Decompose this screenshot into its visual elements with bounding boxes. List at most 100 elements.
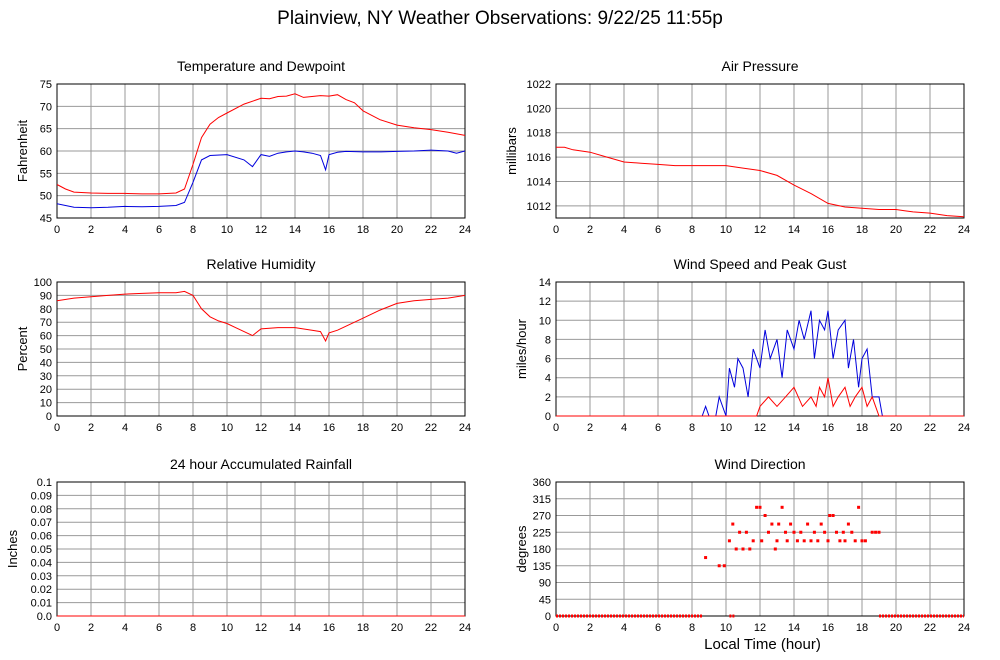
y-tick-label: 10 <box>539 315 551 327</box>
y-tick-label: 75 <box>40 79 52 91</box>
x-tick-label: 24 <box>958 224 970 236</box>
x-tick-label: 2 <box>587 622 593 634</box>
y-tick-label: 2 <box>545 392 551 404</box>
x-tick-label: 0 <box>54 422 60 434</box>
x-tick-label: 12 <box>754 622 766 634</box>
x-tick-label: 8 <box>689 622 695 634</box>
wind_direction-point <box>795 539 799 543</box>
wind_direction-point <box>727 539 731 543</box>
x-tick-label: 10 <box>720 622 732 634</box>
y-tick-label: 100 <box>34 277 52 289</box>
y-tick-label: 270 <box>533 511 551 523</box>
x-tick-label: 14 <box>289 622 301 634</box>
x-tick-label: 24 <box>459 224 471 236</box>
x-tick-label: 4 <box>621 224 627 236</box>
y-tick-label: 225 <box>533 527 551 539</box>
y-tick-label: 6 <box>545 354 551 366</box>
x-axis-title: Local Time (hour) <box>704 636 821 653</box>
wind_direction-point <box>758 505 762 509</box>
y-tick-label: 1014 <box>527 176 551 188</box>
pressure-frame <box>555 83 965 219</box>
x-tick-label: 18 <box>357 422 369 434</box>
x-tick-label: 16 <box>323 224 335 236</box>
wind_direction-point <box>731 522 735 526</box>
y-tick-label: 14 <box>539 277 551 289</box>
x-tick-label: 4 <box>621 622 627 634</box>
x-tick-label: 6 <box>156 622 162 634</box>
y-tick-label: 12 <box>539 296 551 308</box>
x-tick-label: 16 <box>822 422 834 434</box>
wind_direction-point <box>741 547 745 551</box>
x-tick-label: 0 <box>54 622 60 634</box>
wind_direction-point <box>846 522 850 526</box>
x-tick-label: 0 <box>54 224 60 236</box>
x-tick-label: 6 <box>156 422 162 434</box>
wind_direction-point <box>860 539 864 543</box>
wind_direction-point <box>826 539 830 543</box>
x-tick-label: 18 <box>856 622 868 634</box>
x-tick-label: 24 <box>459 422 471 434</box>
wind_direction-point <box>722 564 726 568</box>
x-tick-label: 2 <box>88 224 94 236</box>
y-tick-label: 1016 <box>527 152 551 164</box>
y-tick-label: 0.09 <box>31 490 52 502</box>
wind_direction-point <box>744 530 748 534</box>
y-tick-label: 65 <box>40 124 52 136</box>
y-tick-label: 60 <box>40 331 52 343</box>
x-tick-label: 14 <box>788 622 800 634</box>
x-tick-label: 24 <box>459 622 471 634</box>
wind_direction-point <box>838 539 842 543</box>
wind_direction-point <box>717 564 721 568</box>
wind_direction-point <box>835 530 838 534</box>
x-tick-label: 18 <box>856 224 868 236</box>
y-tick-label: 1018 <box>527 128 551 140</box>
y-tick-label: 0 <box>545 411 551 423</box>
y-tick-label: 1012 <box>527 201 551 213</box>
wind_direction-point <box>877 530 881 534</box>
wind_direction-point <box>704 556 708 560</box>
wind_direction-point <box>799 530 803 534</box>
x-tick-label: 24 <box>958 422 970 434</box>
wind_direction-point <box>792 530 796 534</box>
y-tick-label: 0 <box>46 411 52 423</box>
wind_direction-point <box>738 530 742 534</box>
y-tick-label: 0.05 <box>31 544 52 556</box>
humidity-ylabel: Percent <box>15 326 30 371</box>
x-tick-label: 4 <box>122 422 128 434</box>
rainfall-title: 24 hour Accumulated Rainfall <box>170 456 352 472</box>
y-tick-label: 90 <box>40 290 52 302</box>
x-tick-label: 12 <box>255 422 267 434</box>
x-tick-label: 4 <box>122 224 128 236</box>
x-tick-label: 8 <box>689 422 695 434</box>
x-tick-label: 20 <box>890 622 902 634</box>
x-tick-label: 20 <box>890 224 902 236</box>
x-tick-label: 6 <box>655 622 661 634</box>
wind_speed-frame <box>555 281 965 417</box>
x-tick-label: 16 <box>323 622 335 634</box>
wind_direction-point <box>874 530 878 534</box>
x-tick-label: 12 <box>754 422 766 434</box>
x-tick-label: 20 <box>391 622 403 634</box>
y-tick-label: 30 <box>40 371 52 383</box>
y-tick-label: 0.04 <box>31 557 52 569</box>
pressure-ylabel: millibars <box>504 127 519 175</box>
y-tick-label: 180 <box>533 544 551 556</box>
y-tick-label: 80 <box>40 304 52 316</box>
wind_direction-point <box>802 539 806 543</box>
humidity-title: Relative Humidity <box>207 256 316 272</box>
x-tick-label: 22 <box>924 622 936 634</box>
x-tick-label: 20 <box>391 422 403 434</box>
x-tick-label: 14 <box>289 224 301 236</box>
wind_speed-series-red <box>556 377 964 417</box>
x-tick-label: 16 <box>822 224 834 236</box>
x-tick-label: 2 <box>587 224 593 236</box>
wind_direction-point <box>789 522 793 526</box>
wind_speed-series-blue <box>556 310 964 417</box>
x-tick-label: 14 <box>788 224 800 236</box>
pressure-series-red <box>556 146 964 218</box>
y-tick-label: 10 <box>40 398 52 410</box>
y-tick-label: 70 <box>40 317 52 329</box>
